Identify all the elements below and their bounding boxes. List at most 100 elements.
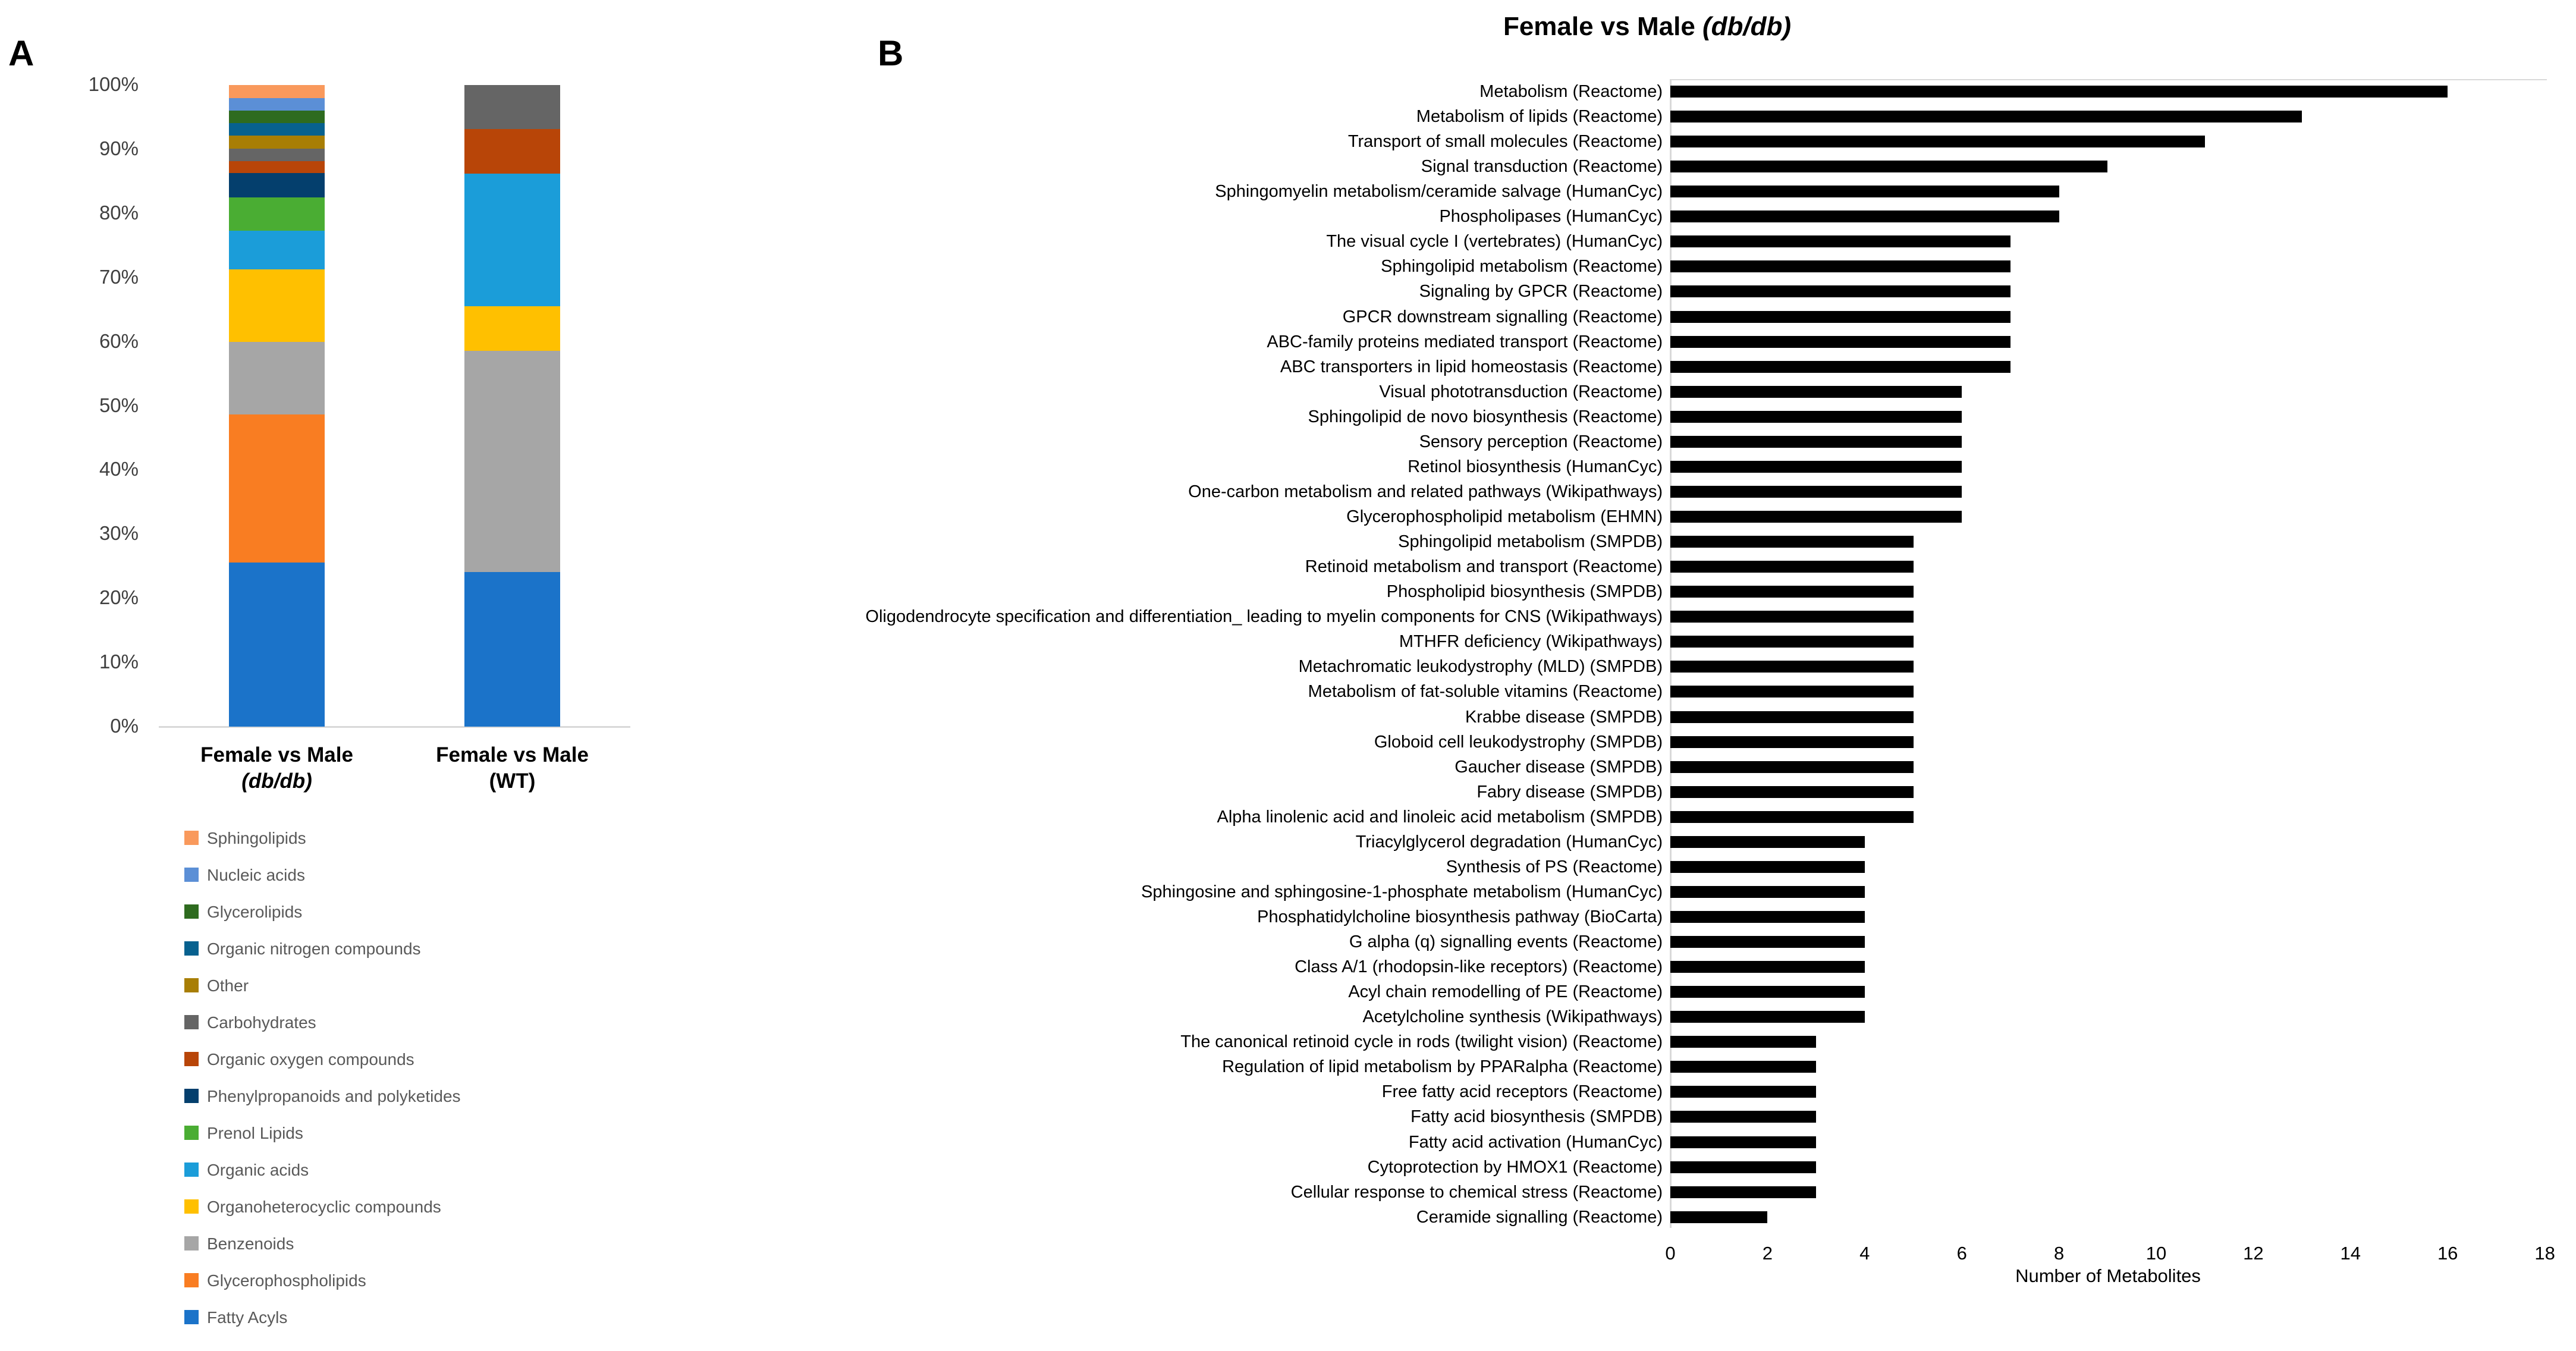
metabolite-count-bar bbox=[1670, 161, 2108, 173]
pathway-label: Metachromatic leukodystrophy (MLD) (SMPD… bbox=[1298, 657, 1663, 677]
legend-item: Organic nitrogen compounds bbox=[184, 940, 541, 958]
pathway-label: Acetylcholine synthesis (Wikipathways) bbox=[1362, 1007, 1663, 1027]
bar-segment bbox=[229, 230, 325, 269]
metabolite-count-bar bbox=[1670, 711, 1914, 723]
metabolite-count-bar bbox=[1670, 910, 1865, 923]
bar-segment bbox=[464, 306, 560, 351]
metabolite-count-bar bbox=[1670, 860, 1865, 873]
x-tick-label: 8 bbox=[2053, 1243, 2065, 1264]
pathway-label: Signal transduction (Reactome) bbox=[1421, 157, 1663, 177]
legend-item: Organic acids bbox=[184, 1161, 541, 1179]
y-tick-label: 20% bbox=[99, 586, 139, 609]
pathway-label: Cytoprotection by HMOX1 (Reactome) bbox=[1367, 1157, 1663, 1177]
legend-label: Organic acids bbox=[207, 1161, 309, 1179]
pathway-label: Glycerophospholipid metabolism (EHMN) bbox=[1346, 507, 1663, 527]
legend-swatch bbox=[184, 1236, 199, 1251]
pathway-label: Synthesis of PS (Reactome) bbox=[1446, 857, 1663, 876]
legend-label: Organic oxygen compounds bbox=[207, 1050, 414, 1069]
legend-item: Carbohydrates bbox=[184, 1014, 541, 1032]
legend-item: Other bbox=[184, 977, 541, 995]
legend-swatch bbox=[184, 1310, 199, 1324]
legend-label: Prenol Lipids bbox=[207, 1124, 303, 1142]
pathway-label: Sphingolipid metabolism (SMPDB) bbox=[1398, 532, 1663, 552]
metabolite-count-bar bbox=[1670, 86, 2448, 98]
bar-segment bbox=[229, 562, 325, 727]
x-tick-label: 14 bbox=[2340, 1243, 2361, 1264]
bar-segment bbox=[229, 341, 325, 414]
metabolite-count-bar bbox=[1670, 885, 1865, 898]
legend-item: Phenylpropanoids and polyketides bbox=[184, 1088, 541, 1105]
legend-swatch bbox=[184, 904, 199, 919]
metabolite-count-bar bbox=[1670, 636, 1914, 648]
metabolite-count-bar bbox=[1670, 1111, 1817, 1123]
bar-segment bbox=[229, 136, 325, 149]
metabolite-count-bar bbox=[1670, 586, 1914, 598]
legend-item: Benzenoids bbox=[184, 1235, 541, 1253]
x-tick-label: 12 bbox=[2243, 1243, 2264, 1264]
bar-segment bbox=[229, 414, 325, 563]
bar-segment bbox=[229, 197, 325, 231]
pathway-label: Fatty acid biosynthesis (SMPDB) bbox=[1410, 1107, 1663, 1127]
y-tick-label: 40% bbox=[99, 458, 139, 480]
panel-a-letter: A bbox=[8, 33, 34, 73]
metabolite-count-bar bbox=[1670, 986, 1865, 998]
legend-label: Benzenoids bbox=[207, 1234, 294, 1253]
pathway-label: Metabolism (Reactome) bbox=[1479, 82, 1663, 101]
legend-swatch bbox=[184, 1163, 199, 1177]
legend-item: Glycerolipids bbox=[184, 903, 541, 921]
legend-item: Nucleic acids bbox=[184, 866, 541, 884]
y-tick-label: 30% bbox=[99, 522, 139, 545]
metabolite-count-bar bbox=[1670, 285, 2010, 298]
metabolite-count-bar bbox=[1670, 936, 1865, 948]
metabolite-count-bar bbox=[1670, 661, 1914, 673]
category-label: Female vs Male (WT) bbox=[364, 742, 661, 794]
y-axis-line bbox=[1670, 79, 1672, 1228]
x-tick-label: 18 bbox=[2534, 1243, 2555, 1264]
x-axis-line bbox=[159, 726, 630, 728]
legend-label: Organic nitrogen compounds bbox=[207, 940, 421, 958]
y-tick-label: 10% bbox=[99, 651, 139, 673]
metabolite-count-bar bbox=[1670, 810, 1914, 823]
bar-segment bbox=[229, 161, 325, 173]
legend-swatch bbox=[184, 1126, 199, 1140]
metabolite-count-bar bbox=[1670, 485, 1962, 498]
metabolite-count-bar bbox=[1670, 385, 1962, 398]
y-tick-label: 90% bbox=[99, 137, 139, 159]
pathway-label: The visual cycle I (vertebrates) (HumanC… bbox=[1326, 232, 1663, 252]
legend-item: Glycerophospholipids bbox=[184, 1272, 541, 1290]
metabolite-count-bar bbox=[1670, 136, 2205, 148]
pathway-label: Phosphatidylcholine biosynthesis pathway… bbox=[1257, 907, 1663, 926]
legend-label: Phenylpropanoids and polyketides bbox=[207, 1087, 461, 1105]
metabolite-count-bar bbox=[1670, 310, 2010, 323]
bar-segment bbox=[464, 85, 560, 130]
metabolite-count-bar bbox=[1670, 410, 1962, 423]
bar-segment bbox=[229, 148, 325, 162]
pathway-label: Retinol biosynthesis (HumanCyc) bbox=[1408, 457, 1663, 476]
metabolite-count-bar bbox=[1670, 235, 2010, 248]
pathway-label: Triacylglycerol degradation (HumanCyc) bbox=[1355, 832, 1663, 852]
pathway-label: One-carbon metabolism and related pathwa… bbox=[1188, 482, 1663, 501]
metabolite-count-bar bbox=[1670, 260, 2010, 273]
legend-item: Organoheterocyclic compounds bbox=[184, 1198, 541, 1216]
legend-item: Sphingolipids bbox=[184, 830, 541, 847]
x-tick-label: 16 bbox=[2437, 1243, 2458, 1264]
x-tick-label: 4 bbox=[1859, 1243, 1870, 1264]
legend-swatch bbox=[184, 1273, 199, 1287]
metabolite-count-bar bbox=[1670, 111, 2302, 123]
plot-top-border bbox=[1670, 79, 2547, 80]
bar-segment bbox=[229, 269, 325, 342]
pathway-label: Fatty acid activation (HumanCyc) bbox=[1408, 1132, 1663, 1152]
metabolite-count-bar bbox=[1670, 435, 1962, 448]
category-label-line2: (WT) bbox=[489, 769, 536, 793]
metabolite-count-bar bbox=[1670, 536, 1914, 548]
pathway-label: Signaling by GPCR (Reactome) bbox=[1419, 282, 1663, 301]
bar-segment bbox=[229, 98, 325, 111]
category-label-line2: (db/db) bbox=[241, 769, 312, 793]
metabolite-count-bar bbox=[1670, 210, 2059, 223]
metabolite-count-bar bbox=[1670, 961, 1865, 973]
pathway-label: Sphingolipid metabolism (Reactome) bbox=[1381, 257, 1663, 277]
category-label: Female vs Male (db/db) bbox=[128, 742, 426, 794]
pathway-label: ABC transporters in lipid homeostasis (R… bbox=[1280, 357, 1663, 376]
x-tick-label: 2 bbox=[1762, 1243, 1773, 1264]
y-tick-label: 100% bbox=[88, 73, 139, 95]
